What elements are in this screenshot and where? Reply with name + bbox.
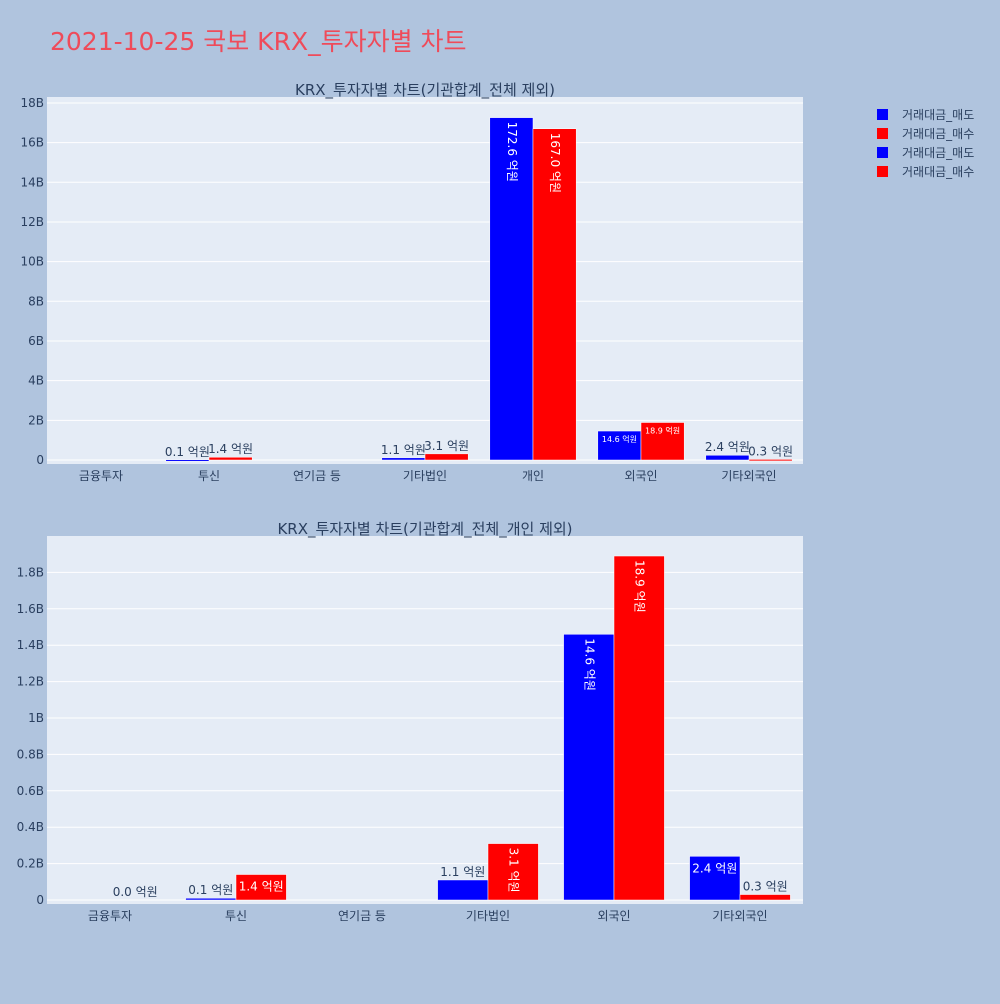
chart-title: KRX_투자자별 차트(기관합계_전체_개인 제외) xyxy=(277,520,572,539)
data-label: 0.0 억원 xyxy=(113,885,158,899)
bar xyxy=(748,459,793,462)
chart-2: 0 0.2B 0.4B 0.6B 0.8B 1B 1.2B 1.4B 1.6B 1.8B KRX_투… xyxy=(17,520,803,923)
data-label: 1.4 억원 xyxy=(239,880,284,894)
chart-title: KRX_투자자별 차트(기관합계_전체 제외) xyxy=(295,81,555,100)
y-tick-label: 0 xyxy=(36,453,44,467)
bar xyxy=(437,879,489,901)
bar xyxy=(185,897,237,901)
bar xyxy=(208,456,253,461)
y-tick-label: 0.8B xyxy=(17,747,44,761)
bar xyxy=(235,874,287,901)
data-label: 18.9 억원 xyxy=(645,426,680,436)
bar xyxy=(739,894,791,901)
data-label: 1.4 억원 xyxy=(208,442,253,456)
x-tick-label: 기타외국인 xyxy=(712,909,767,923)
y-tick-label: 18B xyxy=(20,96,44,110)
x-tick-label: 금융투자 xyxy=(79,469,123,483)
legend-label: 거래대금_매수 xyxy=(902,165,974,179)
bar xyxy=(424,453,469,461)
data-label: 18.9 억원 xyxy=(633,560,647,613)
x-tick-label: 외국인 xyxy=(624,469,657,483)
x-tick-label: 연기금 등 xyxy=(293,469,341,483)
chart-1: 0 2B 4B 6B 8B 10B 12B 14B 16B 18B KRX_투자자별 차트(기관합계… xyxy=(20,81,803,483)
x-tick-label: 외국인 xyxy=(597,909,630,923)
y-tick-label: 1.6B xyxy=(17,602,44,616)
y-tick-label: 0.2B xyxy=(17,857,44,871)
plot-area xyxy=(47,536,803,904)
x-tick-label: 기타법인 xyxy=(403,469,447,483)
legend-swatch xyxy=(877,166,888,177)
data-label: 1.1 억원 xyxy=(381,443,426,457)
data-label: 2.4 억원 xyxy=(705,440,750,454)
y-tick-label: 12B xyxy=(20,215,44,229)
x-tick-label: 기타외국인 xyxy=(721,469,776,483)
bar xyxy=(489,117,534,461)
legend-label: 거래대금_매도 xyxy=(902,146,974,160)
data-label: 3.1 억원 xyxy=(424,439,469,453)
data-label: 2.4 억원 xyxy=(692,861,737,875)
bar xyxy=(705,454,750,461)
y-tick-label: 6B xyxy=(28,334,44,348)
y-tick-label: 14B xyxy=(20,175,44,189)
y-tick-label: 0 xyxy=(36,893,44,907)
data-label: 14.6 억원 xyxy=(602,434,637,444)
page-title: 2021-10-25 국보 KRX_투자자별 차트 xyxy=(50,27,467,56)
bar xyxy=(613,555,665,901)
data-label: 0.3 억원 xyxy=(748,444,793,458)
legend-label: 거래대금_매수 xyxy=(902,127,974,141)
y-tick-label: 0.4B xyxy=(17,820,44,834)
x-tick-label: 개인 xyxy=(522,469,544,483)
y-tick-label: 4B xyxy=(28,374,44,388)
data-label: 0.1 억원 xyxy=(188,883,233,897)
data-label: 1.1 억원 xyxy=(440,865,485,879)
plot-area xyxy=(47,97,803,464)
bar xyxy=(165,459,210,462)
y-tick-label: 1B xyxy=(28,711,44,725)
y-tick-label: 0.6B xyxy=(17,784,44,798)
y-tick-label: 1.4B xyxy=(17,638,44,652)
data-label: 167.0 억원 xyxy=(548,133,562,193)
y-tick-label: 10B xyxy=(20,255,44,269)
y-tick-label: 2B xyxy=(28,413,44,427)
legend-label: 거래대금_매도 xyxy=(902,108,974,122)
x-tick-label: 투신 xyxy=(225,909,247,923)
x-tick-label: 금융투자 xyxy=(88,909,132,923)
y-tick-label: 8B xyxy=(28,294,44,308)
bar xyxy=(381,457,426,461)
x-tick-label: 연기금 등 xyxy=(338,909,386,923)
y-tick-label: 1.2B xyxy=(17,675,44,689)
y-tick-label: 1.8B xyxy=(17,565,44,579)
legend-swatch xyxy=(877,128,888,139)
data-label: 3.1 억원 xyxy=(507,848,521,893)
bar xyxy=(597,430,642,461)
data-label: 0.3 억원 xyxy=(743,880,788,894)
legend-swatch xyxy=(877,109,888,120)
bar xyxy=(640,422,685,461)
bar xyxy=(532,128,577,461)
data-label: 0.1 억원 xyxy=(165,445,210,459)
legend-swatch xyxy=(877,147,888,158)
data-label: 14.6 억원 xyxy=(582,638,596,691)
bar xyxy=(487,843,539,901)
data-label: 172.6 억원 xyxy=(505,122,519,182)
bar xyxy=(563,634,615,901)
bar xyxy=(689,856,741,901)
x-tick-label: 기타법인 xyxy=(466,909,510,923)
x-tick-label: 투신 xyxy=(198,469,220,483)
y-tick-label: 16B xyxy=(20,136,44,150)
